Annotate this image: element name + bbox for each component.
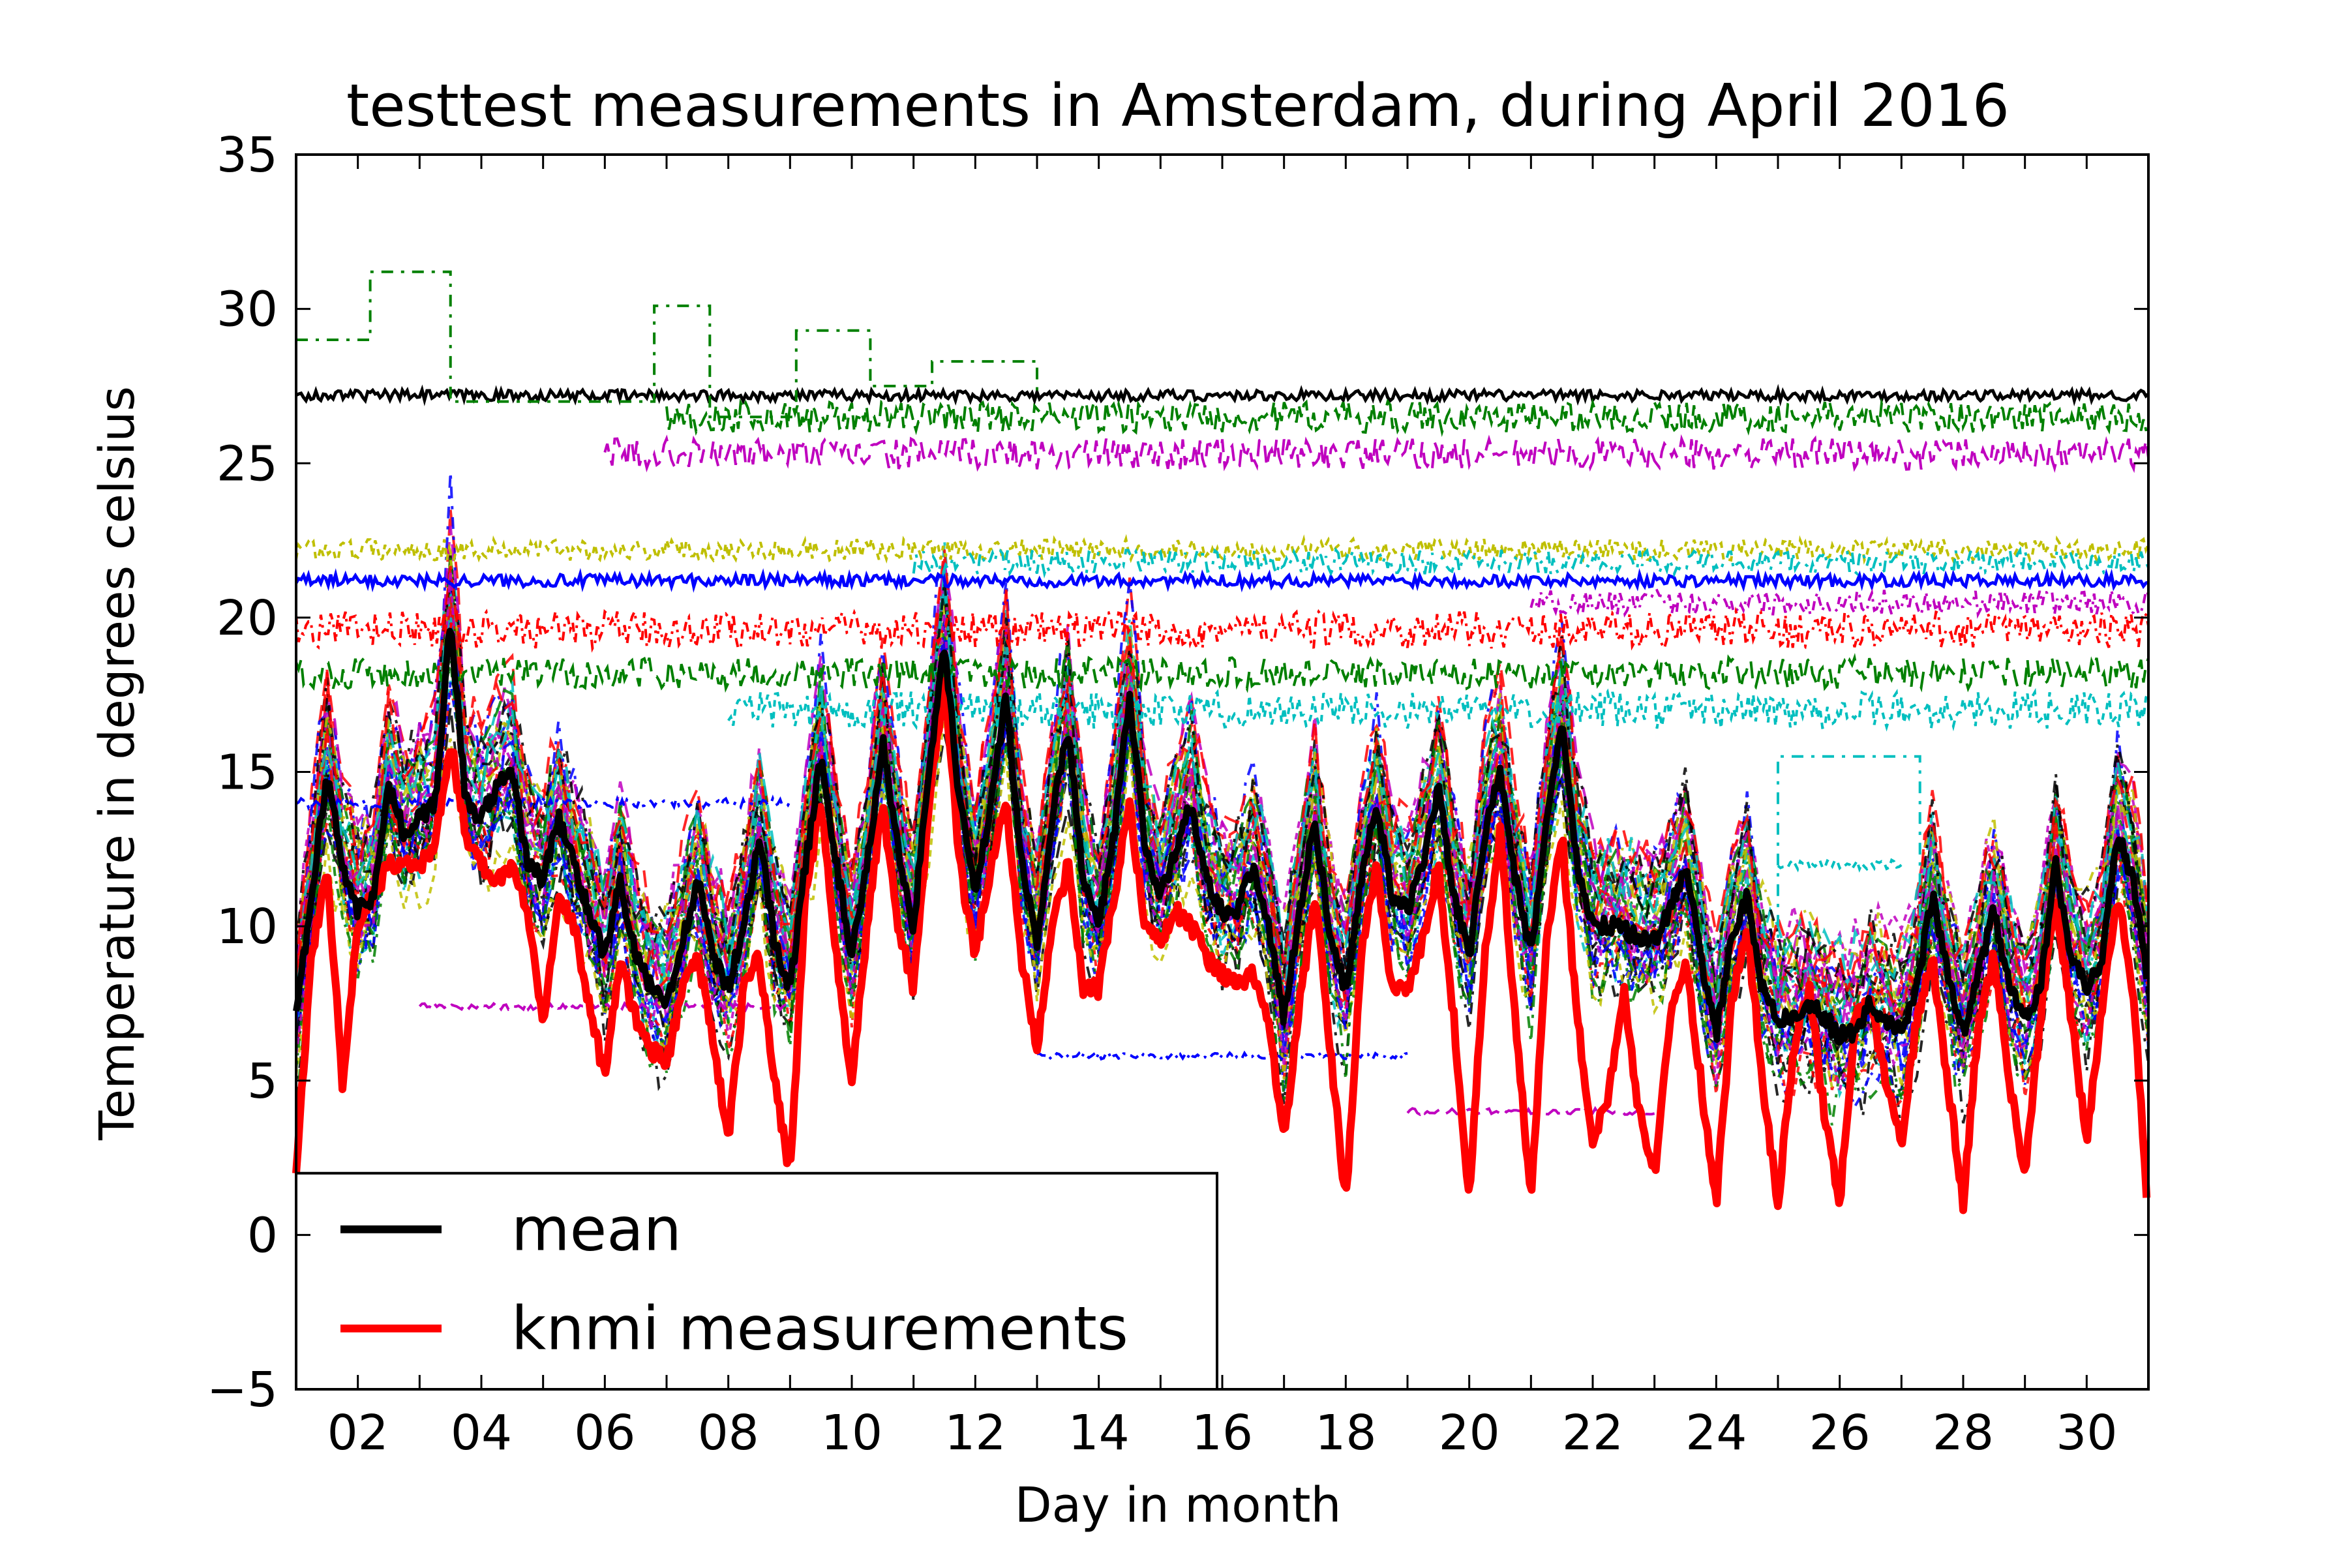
sensor-line [1406,1106,1655,1117]
sensor-line [295,653,2150,693]
y-tick-label: 10 [217,899,278,955]
sensor-line [296,270,1038,419]
y-tick-label: 15 [217,745,278,801]
sensor-line [1529,586,2150,619]
sensor-line [295,567,2150,1018]
sensor-line [295,639,2150,1134]
sensor-line [665,398,2149,437]
sensor-line [295,794,792,812]
x-tick-label: 06 [574,1405,635,1461]
y-tick-label: 5 [247,1053,278,1109]
x-axis: 02 04 06 08 10 12 14 16 18 20 22 24 26 28 30 [327,155,2150,1461]
sensor-line [294,567,2149,593]
sensor-line [295,630,2150,1099]
sensor-line [1777,858,1903,873]
chart-title: testtest measurements in Amsterdam, duri… [346,72,2009,140]
sensor-line [295,590,2150,1029]
x-tick-label: 12 [944,1405,1006,1461]
x-tick-label: 08 [698,1405,759,1461]
x-tick-label: 30 [2056,1405,2117,1461]
y-tick-label: 20 [217,590,278,646]
x-tick-label: 22 [1562,1405,1623,1461]
y-tick-label: 25 [217,436,278,492]
x-axis-label: Day in month [1015,1477,1342,1533]
legend-label: mean [511,1195,682,1265]
x-tick-label: 10 [821,1405,882,1461]
y-tick-label: 30 [217,282,278,338]
legend-frame [295,1171,1218,1391]
sensor-line [295,558,2150,1010]
x-tick-label: 28 [1933,1405,1994,1461]
sensor-line [295,606,2150,653]
x-tick-label: 20 [1439,1405,1500,1461]
x-tick-label: 14 [1068,1405,1130,1461]
x-tick-label: 24 [1685,1405,1747,1461]
x-tick-label: 02 [327,1405,389,1461]
legend-label: knmi measurements [511,1294,1128,1364]
sensor-line [295,631,2150,1126]
sensor-lines-group [294,270,2150,1134]
y-tick-label: 35 [217,127,278,183]
series-line [292,677,2151,1214]
sensor-line [295,525,2150,994]
sensor-line [295,472,2150,1015]
x-tick-label: 18 [1315,1405,1376,1461]
sensor-line [727,687,2150,732]
sensor-line [295,509,2150,1008]
x-tick-label: 04 [451,1405,512,1461]
y-axis: −5 0 5 10 15 20 25 30 35 [207,127,2148,1418]
legend: mean knmi measurements [295,1171,1218,1391]
sensor-line [295,534,2150,565]
y-tick-label: 0 [247,1207,278,1263]
x-tick-label: 16 [1192,1405,1253,1461]
sensor-line [912,545,2150,579]
main-series-group [292,627,2151,1214]
x-tick-label: 26 [1809,1405,1871,1461]
sensor-line [1036,1049,1408,1061]
sensor-line [603,434,2150,474]
series-line [293,627,2150,1046]
y-axis-label: Temperature in degrees celsius [89,386,145,1141]
sensor-line [295,384,2150,407]
sensor-line [295,661,2150,1097]
y-tick-label: −5 [207,1362,278,1418]
sensor-line [295,549,2150,992]
